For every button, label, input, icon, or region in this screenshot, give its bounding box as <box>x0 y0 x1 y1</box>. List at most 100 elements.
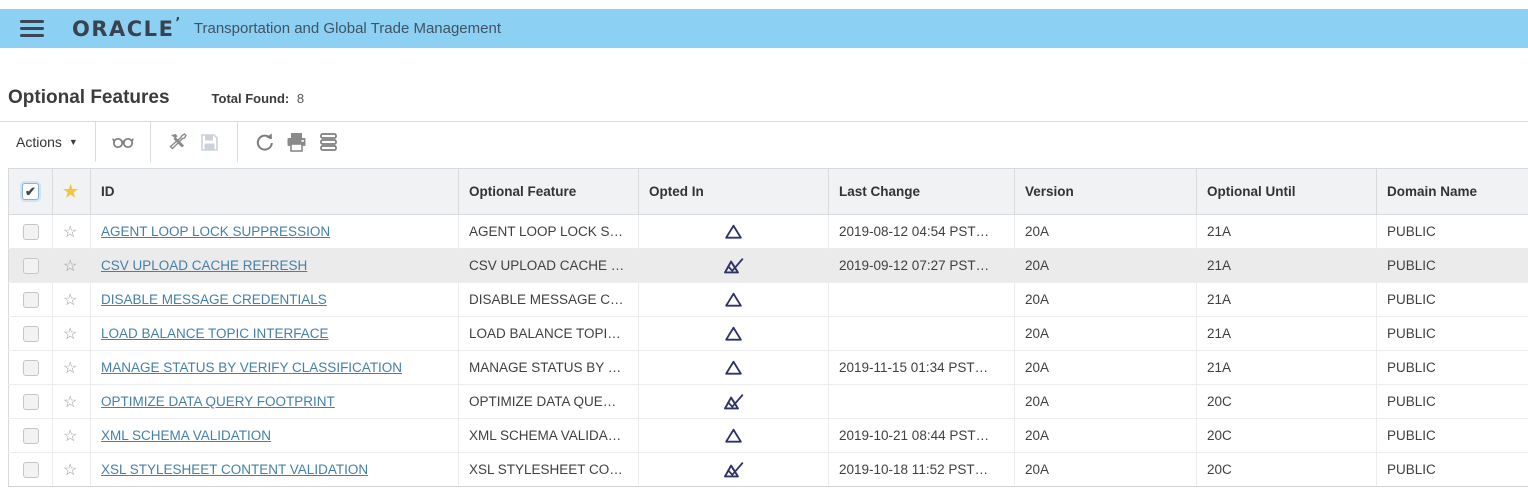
feature-id-link[interactable]: LOAD BALANCE TOPIC INTERFACE <box>101 326 329 341</box>
select-all-header-cell: ✔ <box>8 168 53 215</box>
table-row: ☆ LOAD BALANCE TOPIC INTERFACE LOAD BALA… <box>8 316 1528 351</box>
row-id-cell: AGENT LOOP LOCK SUPPRESSION <box>90 214 459 249</box>
row-checkbox[interactable] <box>23 461 39 478</box>
row-feature-cell: XML SCHEMA VALIDA… <box>458 418 639 453</box>
row-opted-in-cell <box>638 350 829 385</box>
optional-features-table: ✔ ★ ID Optional Feature Opted In Last Ch… <box>8 168 1528 487</box>
column-header-domain-name[interactable]: Domain Name <box>1376 168 1528 215</box>
column-header-optional-until[interactable]: Optional Until <box>1196 168 1377 215</box>
app-title: Transportation and Global Trade Manageme… <box>193 20 502 37</box>
feature-id-link[interactable]: XSL STYLESHEET CONTENT VALIDATION <box>101 462 369 477</box>
column-header-opted-in[interactable]: Opted In <box>638 168 829 215</box>
row-select-cell <box>8 316 53 351</box>
hamburger-menu-icon[interactable] <box>20 16 44 41</box>
row-opted-in-cell <box>638 418 829 453</box>
row-select-cell <box>8 248 53 283</box>
table-body: ☆ AGENT LOOP LOCK SUPPRESSION AGENT LOOP… <box>8 214 1528 487</box>
page-title: Optional Features <box>8 87 170 108</box>
star-outline-icon[interactable]: ☆ <box>63 359 78 377</box>
row-select-cell <box>8 214 53 249</box>
row-feature-cell: AGENT LOOP LOCK S… <box>458 214 639 249</box>
row-favorite-cell: ☆ <box>52 384 91 419</box>
star-filled-icon[interactable]: ★ <box>63 181 79 201</box>
row-checkbox[interactable] <box>23 325 39 342</box>
row-favorite-cell: ☆ <box>52 248 91 283</box>
row-favorite-cell: ☆ <box>52 214 91 249</box>
column-header-optional-feature[interactable]: Optional Feature <box>458 168 639 215</box>
chevron-down-icon: ▼ <box>68 137 78 147</box>
feature-id-link[interactable]: DISABLE MESSAGE CREDENTIALS <box>101 292 327 307</box>
star-outline-icon[interactable]: ☆ <box>63 257 78 275</box>
row-select-cell <box>8 452 53 487</box>
opted-in-triangle-check-icon <box>724 461 744 477</box>
print-icon[interactable] <box>283 128 311 156</box>
row-checkbox[interactable] <box>23 223 39 240</box>
row-favorite-cell: ☆ <box>52 418 91 453</box>
opted-out-triangle-icon <box>725 428 742 443</box>
row-select-cell <box>8 384 53 419</box>
row-optional-until-cell: 21A <box>1196 316 1377 351</box>
star-outline-icon[interactable]: ☆ <box>63 427 78 445</box>
star-outline-icon[interactable]: ☆ <box>63 325 78 343</box>
select-all-checkbox[interactable]: ✔ <box>22 183 39 200</box>
view-glasses-icon[interactable] <box>109 128 137 156</box>
feature-id-link[interactable]: OPTIMIZE DATA QUERY FOOTPRINT <box>101 394 335 409</box>
row-id-cell: DISABLE MESSAGE CREDENTIALS <box>90 282 459 317</box>
toolbar-separator <box>236 122 238 162</box>
list-view-icon[interactable] <box>315 128 343 156</box>
table-row: ☆ MANAGE STATUS BY VERIFY CLASSIFICATION… <box>8 350 1528 385</box>
oracle-logo: ORACLE’ <box>72 15 182 41</box>
app-header-bar: ORACLE’ Transportation and Global Trade … <box>0 9 1528 48</box>
row-opted-in-cell <box>638 452 829 487</box>
opted-out-triangle-icon <box>725 292 742 307</box>
row-select-cell <box>8 418 53 453</box>
favorite-header-cell: ★ <box>52 168 91 215</box>
actions-dropdown-button[interactable]: Actions ▼ <box>8 128 84 156</box>
row-checkbox[interactable] <box>23 393 39 410</box>
row-favorite-cell: ☆ <box>52 350 91 385</box>
feature-id-link[interactable]: AGENT LOOP LOCK SUPPRESSION <box>101 224 331 239</box>
row-last-change-cell: 2019-09-12 07:27 PST… <box>828 248 1015 283</box>
row-feature-cell: LOAD BALANCE TOPI… <box>458 316 639 351</box>
oracle-logo-mark: ’ <box>175 15 182 31</box>
row-last-change-cell <box>828 384 1015 419</box>
feature-id-link[interactable]: CSV UPLOAD CACHE REFRESH <box>101 258 308 273</box>
row-optional-until-cell: 20C <box>1196 418 1377 453</box>
opted-in-triangle-check-icon <box>724 257 744 273</box>
star-outline-icon[interactable]: ☆ <box>63 461 78 479</box>
row-last-change-cell: 2019-10-18 11:52 PST… <box>828 452 1015 487</box>
row-last-change-cell: 2019-11-15 01:34 PST… <box>828 350 1015 385</box>
row-domain-cell: PUBLIC <box>1376 418 1528 453</box>
table-header-row: ✔ ★ ID Optional Feature Opted In Last Ch… <box>8 168 1528 215</box>
star-outline-icon[interactable]: ☆ <box>63 393 78 411</box>
opted-out-triangle-icon <box>725 224 742 239</box>
row-version-cell: 20A <box>1014 350 1197 385</box>
row-version-cell: 20A <box>1014 452 1197 487</box>
row-opted-in-cell <box>638 248 829 283</box>
row-favorite-cell: ☆ <box>52 282 91 317</box>
column-header-last-change[interactable]: Last Change <box>828 168 1015 215</box>
row-favorite-cell: ☆ <box>52 452 91 487</box>
feature-id-link[interactable]: MANAGE STATUS BY VERIFY CLASSIFICATION <box>101 360 403 375</box>
row-domain-cell: PUBLIC <box>1376 384 1528 419</box>
row-version-cell: 20A <box>1014 384 1197 419</box>
row-version-cell: 20A <box>1014 282 1197 317</box>
refresh-icon[interactable] <box>251 128 279 156</box>
table-row: ☆ XML SCHEMA VALIDATION XML SCHEMA VALID… <box>8 418 1528 453</box>
column-header-id[interactable]: ID <box>90 168 459 215</box>
row-select-cell <box>8 350 53 385</box>
row-checkbox[interactable] <box>23 257 39 274</box>
star-outline-icon[interactable]: ☆ <box>63 291 78 309</box>
row-checkbox[interactable] <box>23 291 39 308</box>
row-checkbox[interactable] <box>23 427 39 444</box>
row-checkbox[interactable] <box>23 359 39 376</box>
column-header-version[interactable]: Version <box>1014 168 1197 215</box>
oracle-logo-text: ORACLE <box>72 16 175 41</box>
table-row: ☆ XSL STYLESHEET CONTENT VALIDATION XSL … <box>8 452 1528 487</box>
tools-icon[interactable] <box>164 128 192 156</box>
feature-id-link[interactable]: XML SCHEMA VALIDATION <box>101 428 272 443</box>
row-last-change-cell <box>828 316 1015 351</box>
star-outline-icon[interactable]: ☆ <box>63 223 78 241</box>
row-opted-in-cell <box>638 282 829 317</box>
toolbar-separator <box>94 122 96 162</box>
